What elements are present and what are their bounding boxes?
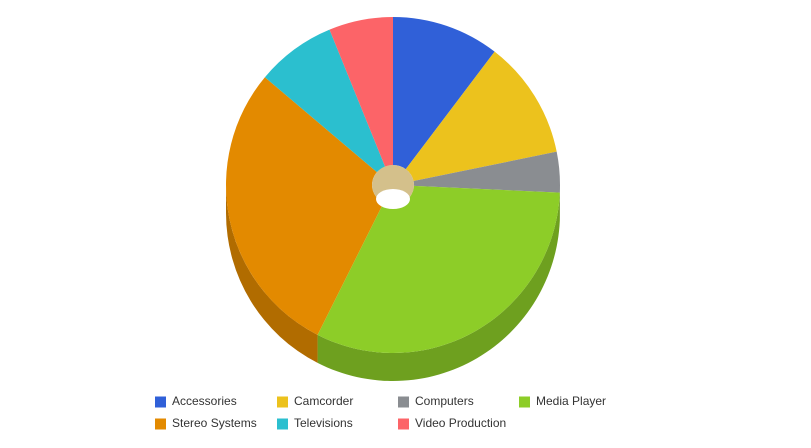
pie-slice bbox=[264, 29, 386, 173]
legend-label: Video Production bbox=[415, 416, 506, 430]
slice-side bbox=[226, 185, 318, 363]
legend-label: Camcorder bbox=[294, 394, 353, 408]
legend-swatch bbox=[519, 396, 530, 408]
legend-swatch bbox=[155, 418, 166, 430]
pie-slice bbox=[405, 51, 557, 182]
pie-slice bbox=[329, 17, 393, 167]
pie-slice bbox=[413, 151, 560, 193]
legend-label: Stereo Systems bbox=[172, 416, 257, 430]
legend-label: Accessories bbox=[172, 394, 237, 408]
pie-slice bbox=[393, 17, 495, 170]
legend-swatch bbox=[398, 418, 409, 430]
legend-label: Media Player bbox=[536, 394, 606, 408]
pie-slice bbox=[317, 185, 560, 353]
hole bbox=[376, 189, 410, 209]
pie-slice bbox=[225, 77, 384, 335]
legend-label: Televisions bbox=[294, 416, 353, 430]
legend-swatch bbox=[277, 396, 288, 408]
legend-label: Computers bbox=[415, 394, 474, 408]
legend-swatch bbox=[398, 396, 409, 408]
slice-side bbox=[317, 192, 560, 381]
legend-swatch bbox=[277, 418, 288, 430]
legend-swatch bbox=[155, 396, 166, 408]
